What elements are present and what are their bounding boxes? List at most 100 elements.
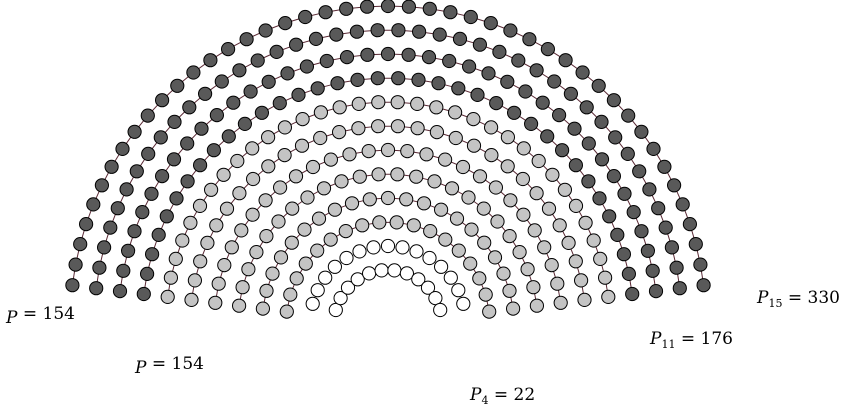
dot-row-10-26 (552, 218, 567, 233)
dot-row-14-29 (529, 63, 544, 78)
dot-row-12-19 (391, 71, 406, 86)
dot-row-13-36 (634, 224, 649, 239)
dot-row-13-19 (360, 47, 375, 62)
dot-row-13-13 (243, 84, 258, 99)
dot-row-14-39 (658, 220, 673, 235)
dot-row-13-10 (194, 121, 209, 136)
dot-row-7-11 (380, 190, 396, 206)
dot-row-13-11 (209, 108, 224, 123)
dot-row-12-25 (506, 105, 522, 120)
dot-row-14-26 (472, 37, 487, 52)
dot-row-15-30 (522, 32, 537, 47)
dot-row-14-31 (563, 86, 579, 101)
dot-row-15-29 (503, 23, 518, 38)
dot-row-7-20 (502, 283, 517, 298)
dot-row-9-18 (455, 159, 471, 175)
dot-row-14-7 (129, 164, 144, 179)
dot-row-8-6 (271, 214, 286, 229)
dot-row-8-23 (526, 280, 541, 295)
dot-row-5-15 (456, 296, 471, 311)
dot-row-14-36 (632, 164, 647, 179)
dot-row-15-28 (483, 16, 498, 31)
dot-row-9-15 (400, 144, 415, 159)
dot-row-7-3 (265, 266, 280, 281)
dot-row-11-24 (500, 130, 515, 145)
dot-row-6-6 (323, 232, 338, 247)
dot-row-11-10 (245, 141, 260, 156)
dot-row-7-7 (311, 211, 327, 226)
dot-row-8-20 (502, 229, 517, 244)
dot-row-10-22 (500, 159, 515, 174)
dot-row-15-43 (688, 237, 703, 252)
dot-row-14-24 (432, 27, 447, 42)
dot-row-12-29 (568, 158, 584, 173)
dot-row-11-32 (593, 251, 608, 266)
dot-row-12-28 (555, 143, 570, 158)
dot-row-15-45 (696, 278, 711, 293)
dot-row-6-1 (279, 304, 294, 319)
dot-row-15-24 (401, 0, 416, 14)
dot-row-8-1 (232, 298, 247, 313)
dot-row-9-21 (503, 193, 518, 208)
dot-row-11-14 (313, 105, 328, 120)
dot-row-5-3 (318, 270, 333, 285)
dot-row-15-37 (634, 124, 649, 139)
dot-row-14-35 (620, 146, 635, 161)
dot-row-11-27 (545, 167, 560, 182)
dot-row-13-2 (116, 263, 131, 278)
dot-row-5-2 (310, 283, 325, 298)
dot-row-15-22 (360, 0, 375, 14)
dot-row-6-15 (463, 256, 478, 271)
dot-row-11-8 (216, 167, 231, 182)
dot-row-10-21 (484, 148, 499, 163)
dot-row-9-10 (305, 159, 321, 175)
dot-row-9-26 (550, 276, 565, 291)
dot-row-10-20 (466, 138, 482, 153)
dot-row-15-11 (155, 93, 170, 108)
dot-row-5-7 (366, 240, 381, 255)
dot-row-8-7 (285, 201, 300, 216)
dot-row-13-32 (594, 152, 610, 167)
dot-row-12-21 (431, 76, 446, 91)
dot-row-11-19 (410, 96, 425, 112)
dot-row-14-32 (579, 100, 594, 115)
dot-row-5-6 (352, 244, 367, 259)
dot-row-13-38 (645, 263, 660, 278)
dot-row-15-13 (186, 65, 201, 80)
arc-line-row-11 (167, 101, 609, 297)
dot-rows (65, 0, 711, 319)
dot-row-15-27 (463, 9, 478, 25)
dot-row-14-37 (642, 182, 657, 197)
dot-row-12-23 (470, 87, 485, 103)
dot-row-11-29 (568, 198, 584, 213)
dot-row-13-25 (481, 66, 496, 81)
dot-row-10-16 (390, 119, 405, 134)
dot-row-11-7 (204, 182, 219, 197)
dot-row-15-17 (258, 23, 273, 38)
dot-row-4-7 (387, 263, 402, 278)
dot-row-9-25 (544, 258, 559, 273)
dot-row-14-18 (308, 31, 324, 47)
dot-row-13-34 (617, 186, 632, 201)
dot-row-9-27 (553, 295, 568, 310)
dot-row-12-24 (489, 96, 504, 111)
label-middle-row: P11 = 176 (649, 329, 733, 351)
dot-row-5-9 (395, 240, 410, 255)
dot-row-14-21 (370, 23, 385, 38)
dot-row-11-23 (484, 120, 499, 135)
dot-row-14-22 (391, 23, 406, 38)
dot-row-14-17 (289, 37, 304, 52)
label-outer-row: P15 = 330 (756, 288, 840, 310)
dot-row-12-13 (272, 96, 287, 111)
dot-row-13-18 (339, 50, 355, 65)
dot-row-10-2 (187, 273, 202, 288)
dot-row-10-5 (209, 218, 224, 233)
dot-row-15-2 (68, 257, 83, 272)
dot-row-15-21 (339, 1, 354, 16)
dot-row-9-11 (323, 152, 338, 167)
dot-row-10-29 (574, 273, 589, 288)
dot-row-11-6 (192, 198, 208, 213)
dot-row-11-25 (516, 141, 531, 156)
dot-row-12-33 (610, 227, 625, 242)
